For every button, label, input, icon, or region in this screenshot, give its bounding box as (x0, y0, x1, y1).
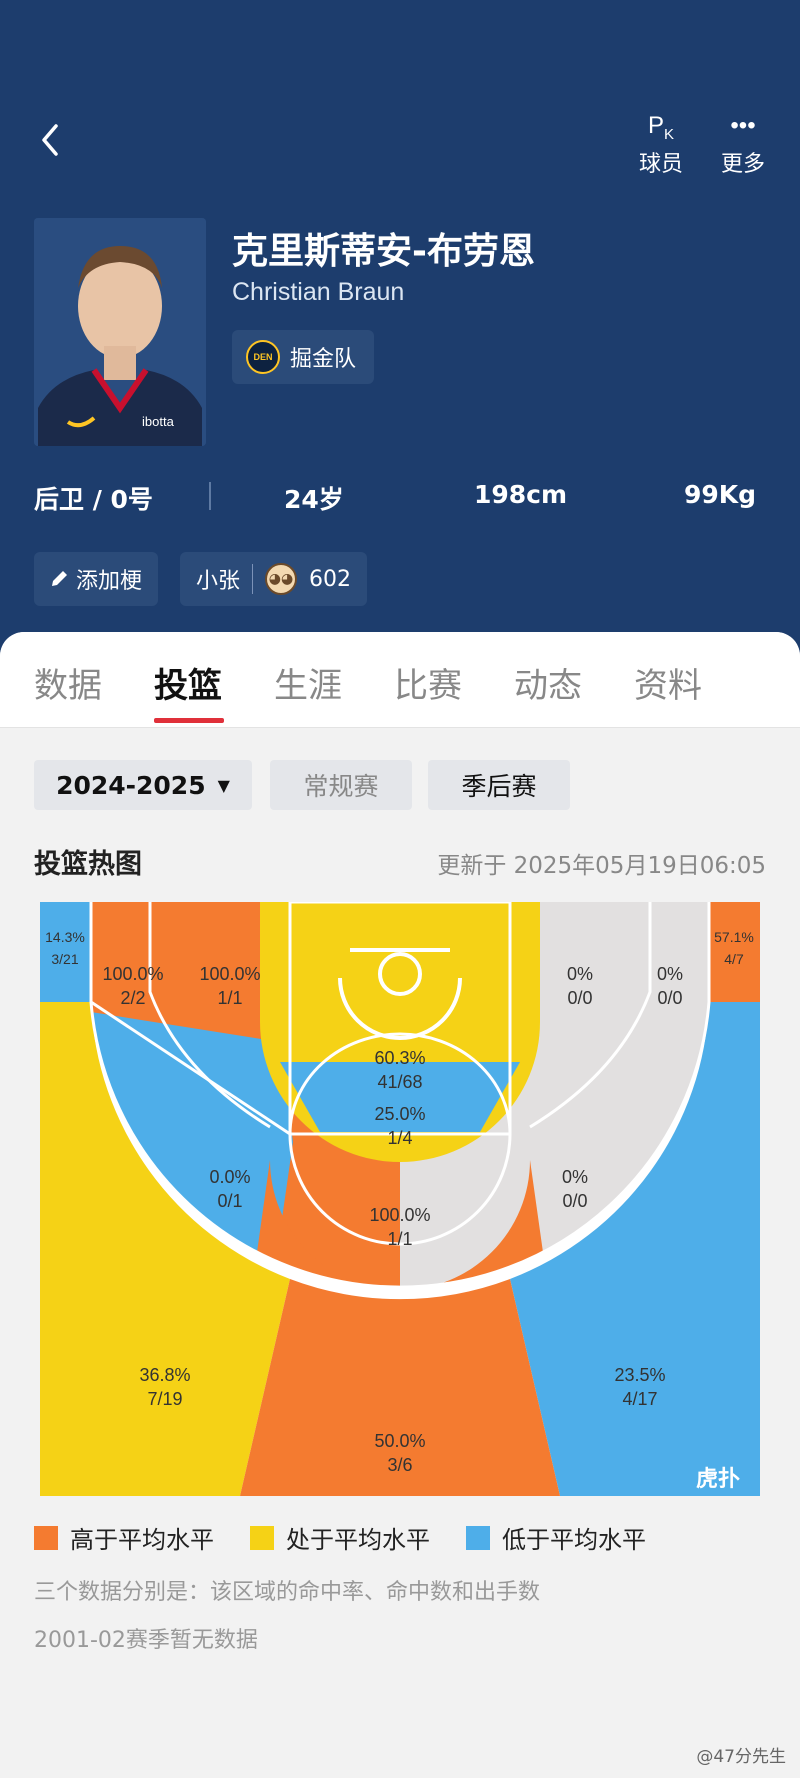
zone-right-corner (709, 902, 760, 1002)
active-tab-indicator (154, 718, 224, 723)
more-icon: ••• (730, 112, 756, 139)
add-tag-button[interactable]: 添加梗 (34, 552, 159, 606)
note-explanation: 三个数据分别是：该区域的命中率、命中数和出手数 (34, 1580, 541, 1605)
legend-label-above: 高于平均水平 (70, 1526, 214, 1554)
zone-right-short-pct: 0% (567, 964, 593, 984)
tab-profile[interactable]: 资料 (634, 666, 702, 706)
zone-left-wing-3-made: 7/19 (147, 1389, 182, 1409)
zone-right-short-made: 0/0 (567, 988, 592, 1008)
pk-label: 球员 (638, 152, 683, 177)
legend-swatch-below (466, 1525, 490, 1550)
zone-right-wing-3 (510, 902, 760, 1496)
team-name: 掘金队 (290, 347, 357, 372)
player-age: 24岁 (284, 485, 344, 514)
zone-right-corner-made: 4/7 (724, 951, 744, 967)
nickname-label: 小张 (196, 569, 241, 594)
zone-free-throw-made: 1/4 (387, 1128, 412, 1148)
zone-right-mid-baseline-made: 0/0 (657, 988, 682, 1008)
tab-news[interactable]: 动态 (514, 666, 582, 706)
team-chip[interactable]: DEN 掘金队 (232, 330, 375, 384)
zone-left-short-made: 1/1 (217, 988, 242, 1008)
nickname-chip[interactable]: 小张 ◕◕ 602 (180, 552, 368, 606)
legend-swatch-above (34, 1525, 58, 1550)
pencil-icon (52, 571, 67, 586)
zone-left-short-pct: 100.0% (199, 964, 260, 984)
chevron-down-icon: ▼ (217, 775, 230, 795)
zone-right-wing-3-made: 4/17 (622, 1389, 657, 1409)
zone-right-wing-3-pct: 23.5% (614, 1365, 665, 1385)
back-icon[interactable] (36, 120, 66, 160)
update-time: 更新于 2025年05月19日06:05 (437, 853, 766, 879)
zone-left-wing-3 (40, 902, 290, 1496)
tab-bar: 数据 投篮 生涯 比赛 动态 资料 (0, 632, 800, 728)
zone-left-mid-baseline-made: 2/2 (120, 988, 145, 1008)
divider (209, 482, 211, 510)
pk-button[interactable]: PK 球员 (626, 106, 696, 178)
more-button[interactable]: ••• 更多 (708, 106, 778, 178)
legend-label-average: 处于平均水平 (286, 1526, 430, 1554)
zone-right-mid-baseline-pct: 0% (657, 964, 683, 984)
legend-swatch-average (250, 1525, 274, 1550)
season-value: 2024-2025 (56, 770, 206, 800)
legend-item-below: 低于平均水平 (466, 1520, 646, 1555)
playoff-button[interactable]: 季后赛 (428, 760, 570, 810)
zone-left-mid-baseline-pct: 100.0% (102, 964, 163, 984)
tab-games[interactable]: 比赛 (394, 666, 462, 706)
zone-top-3-pct: 50.0% (374, 1431, 425, 1451)
zone-free-throw-pct: 25.0% (374, 1104, 425, 1124)
team-logo-icon: DEN (246, 340, 280, 374)
tab-shooting[interactable]: 投篮 (154, 666, 222, 706)
zone-paint-made: 41/68 (377, 1072, 422, 1092)
zone-top-key-made: 1/1 (387, 1229, 412, 1249)
zone-top-key-pct: 100.0% (369, 1205, 430, 1225)
zone-left-corner-pct: 14.3% (45, 929, 85, 945)
divider (252, 564, 254, 594)
player-height: 198cm (474, 480, 568, 509)
player-position: 后卫 / 0号 (34, 485, 153, 514)
zone-left-corner-made: 3/21 (51, 951, 78, 967)
zone-left-wing-3-pct: 36.8% (139, 1365, 190, 1385)
zone-left-wing-mid-pct: 0.0% (209, 1167, 250, 1187)
season-select[interactable]: 2024-2025 ▼ (34, 760, 252, 810)
player-name-en: Christian Braun (232, 278, 405, 306)
content-panel: 数据 投篮 生涯 比赛 动态 资料 2024-2025 ▼ 常规赛 季后赛 投篮… (0, 632, 800, 1778)
zone-right-wing-mid-made: 0/0 (562, 1191, 587, 1211)
section-title: 投篮热图 (34, 849, 142, 880)
legend-item-average: 处于平均水平 (250, 1520, 430, 1555)
nickname-count: 602 (309, 566, 352, 592)
player-header: PK 球员 ••• 更多 ibotta 克里斯蒂安-布劳恩 Christian … (0, 0, 800, 660)
zone-top-3-made: 3/6 (387, 1455, 412, 1475)
regular-season-button[interactable]: 常规赛 (270, 760, 412, 810)
zone-top-key (250, 1160, 550, 1288)
zone-left-wing-mid-made: 0/1 (217, 1191, 242, 1211)
svg-text:ibotta: ibotta (142, 414, 175, 429)
zone-right-wing-mid-pct: 0% (562, 1167, 588, 1187)
zone-top-3 (240, 1279, 560, 1496)
add-tag-label: 添加梗 (76, 569, 143, 594)
zone-paint-pct: 60.3% (374, 1048, 425, 1068)
player-bio-row: 后卫 / 0号 24岁 198cm 99Kg (34, 476, 764, 520)
shot-chart: 14.3% 3/21 57.1% 4/7 100.0% 2/2 100.0% 1… (40, 902, 760, 1496)
tab-data[interactable]: 数据 (34, 666, 102, 706)
note-no-data: 2001-02赛季暂无数据 (34, 1628, 258, 1653)
legend-item-above: 高于平均水平 (34, 1520, 214, 1555)
legend-label-below: 低于平均水平 (502, 1526, 646, 1554)
hupu-logo: 虎扑 (696, 1466, 740, 1492)
tab-career[interactable]: 生涯 (274, 666, 342, 706)
emoji-face-icon: ◕◕ (265, 563, 298, 595)
pk-icon: PK (647, 112, 675, 143)
legend: 高于平均水平 处于平均水平 低于平均水平 (34, 1520, 646, 1555)
player-weight: 99Kg (684, 480, 757, 509)
player-name-cn: 克里斯蒂安-布劳恩 (232, 231, 535, 272)
zone-left-corner (40, 902, 91, 1002)
zone-right-corner-pct: 57.1% (714, 929, 754, 945)
player-photo: ibotta (34, 218, 206, 446)
more-label: 更多 (720, 152, 765, 177)
watermark: @47分先生 (696, 1747, 786, 1767)
zone-free-throw (280, 1062, 520, 1132)
